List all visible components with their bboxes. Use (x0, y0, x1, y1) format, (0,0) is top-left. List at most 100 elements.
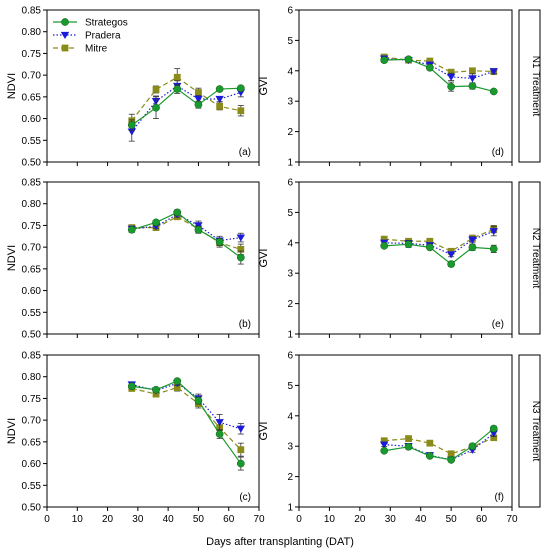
data-point (194, 100, 203, 109)
data-point (173, 384, 181, 391)
y-tick-label: 4 (287, 238, 293, 249)
series-line (131, 85, 242, 132)
panel-e: 1 2 3 4 5 6 GVI (e) (258, 178, 513, 341)
data-point (380, 235, 388, 243)
y-axis-title: NDVI (6, 245, 18, 271)
data-point (236, 425, 246, 433)
y-tick-label: 1 (287, 330, 293, 341)
y-axis-title: NDVI (6, 73, 18, 99)
data-point (173, 208, 182, 217)
row-label: N2 Treatment (530, 228, 541, 289)
data-point (236, 84, 245, 93)
series-strategos (380, 240, 498, 268)
data-point (127, 225, 136, 234)
x-tick-label: 10 (72, 514, 84, 525)
data-point (216, 103, 224, 110)
legend: Strategos Pradera Mitre (53, 18, 128, 55)
panel-a: 0.50 0.55 0.60 0.65 0.70 0.75 0.80 0.85 NDVI (a) S… (6, 6, 260, 169)
data-point (490, 434, 498, 442)
y-tick-label: 0.55 (22, 308, 42, 319)
series-strategos (127, 208, 245, 265)
data-point (215, 430, 224, 438)
data-point (127, 382, 136, 391)
y-tick-label: 0.80 (22, 27, 42, 38)
y-tick-label: 5 (287, 381, 293, 392)
row-labels-layer: N1 Treatment N2 Treatment N3 Treatment (518, 9, 541, 508)
data-point (447, 450, 455, 458)
data-point (215, 419, 224, 427)
y-tick-label: 0.85 (22, 6, 42, 17)
y-tick-label: 6 (287, 6, 293, 17)
data-point (215, 238, 224, 246)
data-point (236, 253, 245, 262)
data-point (404, 442, 413, 451)
y-tick-label: 3 (287, 269, 293, 280)
y-tick-label: 5 (287, 208, 293, 219)
legend-label: Mitre (85, 44, 108, 55)
y-tick-label: 2 (287, 127, 293, 138)
y-tick-label: 6 (287, 178, 293, 189)
data-point (173, 377, 182, 385)
data-point (426, 237, 434, 245)
legend-label: Strategos (85, 18, 128, 29)
data-point (194, 222, 203, 230)
y-tick-label: 0.55 (22, 481, 42, 492)
legend-marker (60, 31, 70, 39)
data-point (380, 437, 388, 445)
series-line (131, 211, 242, 259)
series-line (131, 216, 242, 250)
panel-frame (298, 181, 513, 335)
panel-d: 1 2 3 4 5 6 GVI (d) (258, 6, 513, 169)
x-tick-label: 20 (354, 514, 366, 525)
series-strategos (127, 84, 245, 131)
series-line (131, 380, 242, 464)
data-point (468, 243, 477, 252)
data-point (380, 446, 389, 455)
y-tick-label: 0.70 (22, 416, 42, 427)
series-strategos (380, 55, 498, 96)
data-point (404, 240, 413, 249)
y-tick-label: 0.50 (22, 158, 42, 169)
y-tick-label: 0.50 (22, 330, 42, 341)
y-tick-label: 0.60 (22, 114, 42, 125)
data-point (237, 446, 245, 454)
data-point (405, 435, 412, 442)
row-label: N3 Treatment (530, 401, 541, 462)
y-tick-label: 0.75 (22, 394, 42, 405)
data-point (468, 82, 477, 90)
y-axis-title: GVI (258, 249, 270, 268)
x-tick-label: 50 (193, 514, 205, 525)
panel-frame (298, 9, 513, 163)
y-tick-label: 0.65 (22, 92, 42, 103)
y-tick-label: 3 (287, 97, 293, 108)
data-point (215, 95, 224, 104)
data-point (194, 225, 203, 234)
data-point (468, 236, 477, 244)
y-tick-label: 0.85 (22, 351, 42, 362)
x-tick-label: 60 (223, 514, 235, 525)
panel-tag: (d) (492, 147, 504, 158)
row-label-strip (518, 354, 541, 508)
data-point (404, 55, 413, 64)
y-tick-label: 1 (287, 503, 293, 514)
panel-frame (46, 9, 260, 163)
x-tick-label: 30 (132, 514, 144, 525)
data-point (425, 63, 434, 72)
legend-marker (61, 44, 69, 52)
x-tick-label: 50 (446, 514, 458, 525)
series-line (384, 58, 494, 80)
y-axis-title: GVI (258, 77, 270, 96)
data-point (468, 75, 477, 83)
data-point (468, 442, 477, 451)
data-point (173, 85, 182, 93)
data-point (380, 56, 389, 65)
y-tick-label: 0.75 (22, 221, 42, 232)
data-point (237, 245, 245, 253)
y-axis-title: GVI (258, 422, 270, 441)
x-axis-title: Days after transplanting (DAT) (206, 536, 354, 548)
y-tick-label: 0.55 (22, 136, 42, 147)
data-point (426, 439, 434, 447)
data-point (380, 441, 389, 449)
